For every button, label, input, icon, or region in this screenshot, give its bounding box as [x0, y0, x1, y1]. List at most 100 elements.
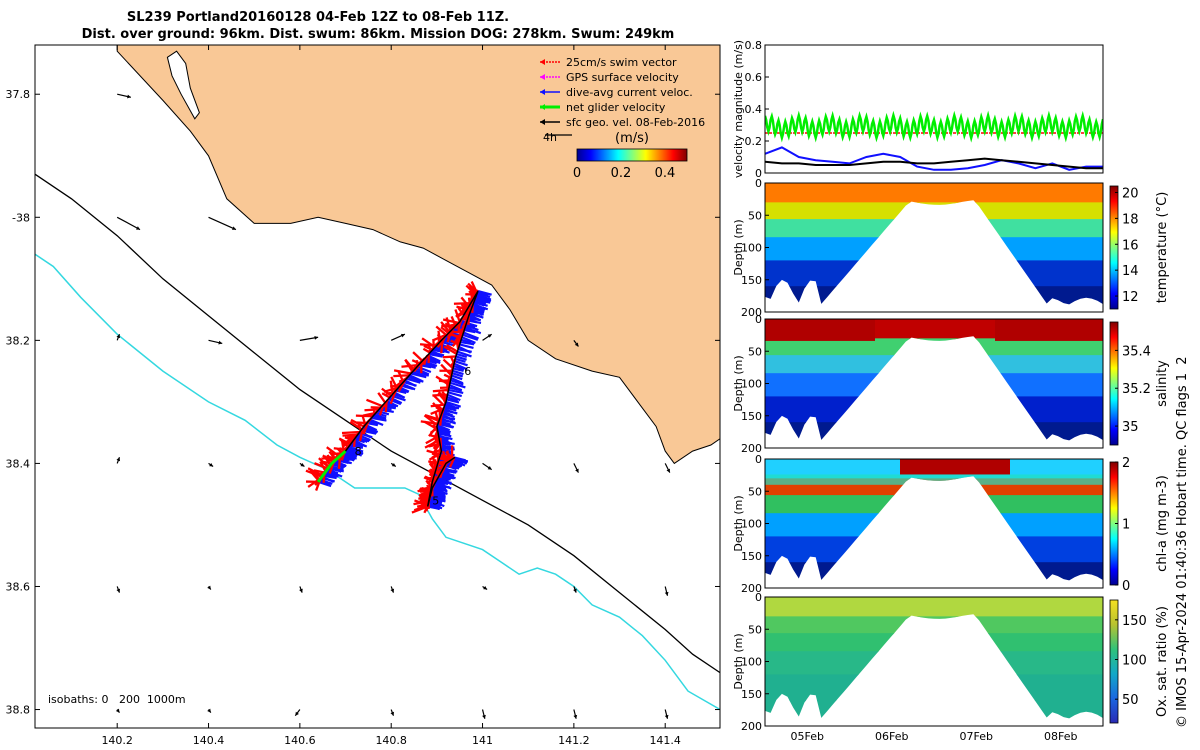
depth-label: Depth (m): [732, 633, 745, 689]
current-vector: [443, 466, 456, 474]
current-vector: [428, 499, 445, 508]
depth-tick: 0: [755, 313, 762, 326]
current-vector: [360, 429, 377, 435]
colorbar-tick: 18: [1122, 212, 1139, 227]
map-x-tick-label: 141.4: [649, 734, 681, 747]
geo-vector-head: [574, 342, 579, 347]
swim-vector: [450, 330, 464, 334]
current-vector: [431, 489, 446, 497]
current-vector: [416, 365, 432, 374]
geo-vector-head: [573, 714, 578, 719]
geo-vector-head: [295, 711, 299, 716]
depth-tick: 50: [748, 485, 762, 498]
current-vector: [436, 426, 451, 434]
field-band: [765, 183, 1103, 204]
swim-vector: [344, 432, 360, 444]
map-y-tick-label: -38: [12, 211, 30, 224]
geo-vector-head: [487, 334, 492, 338]
depth-label: Depth (m): [732, 355, 745, 411]
map-y-tick-label: 38.6: [6, 580, 31, 593]
current-vector: [347, 447, 364, 455]
current-vector: [449, 381, 466, 389]
current-vector: [465, 324, 479, 332]
current-vector: [464, 326, 482, 335]
depth-tick: 150: [741, 550, 762, 563]
depth-tick: 50: [748, 209, 762, 222]
current-vector: [477, 291, 489, 297]
current-vector: [455, 355, 467, 361]
geo-vector-head: [390, 588, 395, 593]
colorbar-tick: 1: [1122, 518, 1130, 533]
current-vector: [454, 357, 466, 363]
map-legend: 25cm/s swim vector GPS surface velocity di…: [540, 56, 705, 181]
current-vector: [345, 450, 358, 458]
current-vector: [451, 372, 464, 378]
colorbar-tick: 35: [1122, 420, 1139, 435]
current-vector: [434, 346, 446, 352]
current-vector: [475, 296, 489, 302]
current-vector: [429, 498, 443, 505]
colorbar-tick: 35.2: [1122, 382, 1151, 397]
swim-vector: [442, 355, 456, 359]
swim-vector: [457, 326, 466, 333]
isobath-200m: [35, 173, 720, 674]
current-vector: [406, 377, 421, 384]
current-vector: [428, 502, 440, 509]
legend-label: sfc geo. vel. 08-Feb-2016: [566, 116, 705, 129]
swim-vector: [413, 504, 429, 512]
colorbar-label: chl-a (mg m-3): [1155, 475, 1170, 572]
depth-tick: 200: [741, 306, 762, 319]
geo-vector-head: [391, 462, 396, 467]
colorbar-tick: 50: [1122, 693, 1139, 708]
map-y-ticks: 37.8 -38 38.2 38.4 38.6 38.8: [6, 88, 720, 717]
current-vector: [437, 430, 451, 436]
velocity-y-tick: 0: [755, 167, 762, 180]
colorbar: [1109, 185, 1119, 310]
title-line-2: Dist. over ground: 96km. Dist. swum: 86k…: [82, 27, 675, 42]
depth-tick: 0: [755, 453, 762, 466]
current-vector: [464, 329, 476, 334]
map-x-tick-label: 140.8: [375, 734, 407, 747]
swim-vector: [440, 326, 450, 335]
current-vector: [430, 350, 443, 357]
current-vector: [369, 418, 384, 427]
swim-vector: [378, 403, 385, 416]
swim-vector: [448, 457, 456, 468]
geo-vector-head: [390, 711, 395, 716]
current-vector: [326, 468, 339, 475]
current-vector: [460, 340, 475, 346]
isobath-1000m: [35, 253, 720, 711]
current-vector: [438, 434, 453, 441]
map-y-tick-label: 37.8: [6, 88, 31, 101]
current-vector: [474, 299, 487, 305]
current-vector: [452, 367, 464, 373]
colorbar-tick: 20: [1122, 186, 1139, 201]
current-vector: [439, 418, 456, 424]
depth-label: Depth (m): [732, 495, 745, 551]
current-vector: [401, 382, 416, 391]
swim-vector: [445, 344, 459, 353]
current-vector: [472, 305, 486, 310]
current-vector: [450, 379, 464, 386]
current-vector: [346, 448, 363, 457]
current-vector: [404, 379, 417, 387]
geo-vector-head: [664, 714, 669, 719]
current-vector: [412, 370, 426, 378]
current-vector: [428, 352, 443, 358]
depth-tick: 200: [741, 720, 762, 733]
geo-vector-head: [116, 588, 121, 593]
colorbar-label: Ox. sat. ratio (%): [1155, 606, 1170, 717]
swim-vector: [412, 351, 424, 362]
map-x-tick-label: 141.2: [558, 734, 590, 747]
geo-vector-head: [482, 714, 486, 719]
current-vector: [454, 456, 466, 462]
geo-vector-head: [115, 708, 120, 713]
current-vector: [450, 376, 464, 385]
depth-tick: 150: [741, 688, 762, 701]
swim-vector: [467, 282, 479, 294]
colorbar-tick: 100: [1122, 654, 1147, 669]
footer-text: © IMOS 15-Apr-2024 01:40:36 Hobart time.…: [1175, 356, 1190, 728]
current-vector: [447, 391, 463, 398]
legend-label: dive-avg current veloc.: [566, 86, 693, 99]
